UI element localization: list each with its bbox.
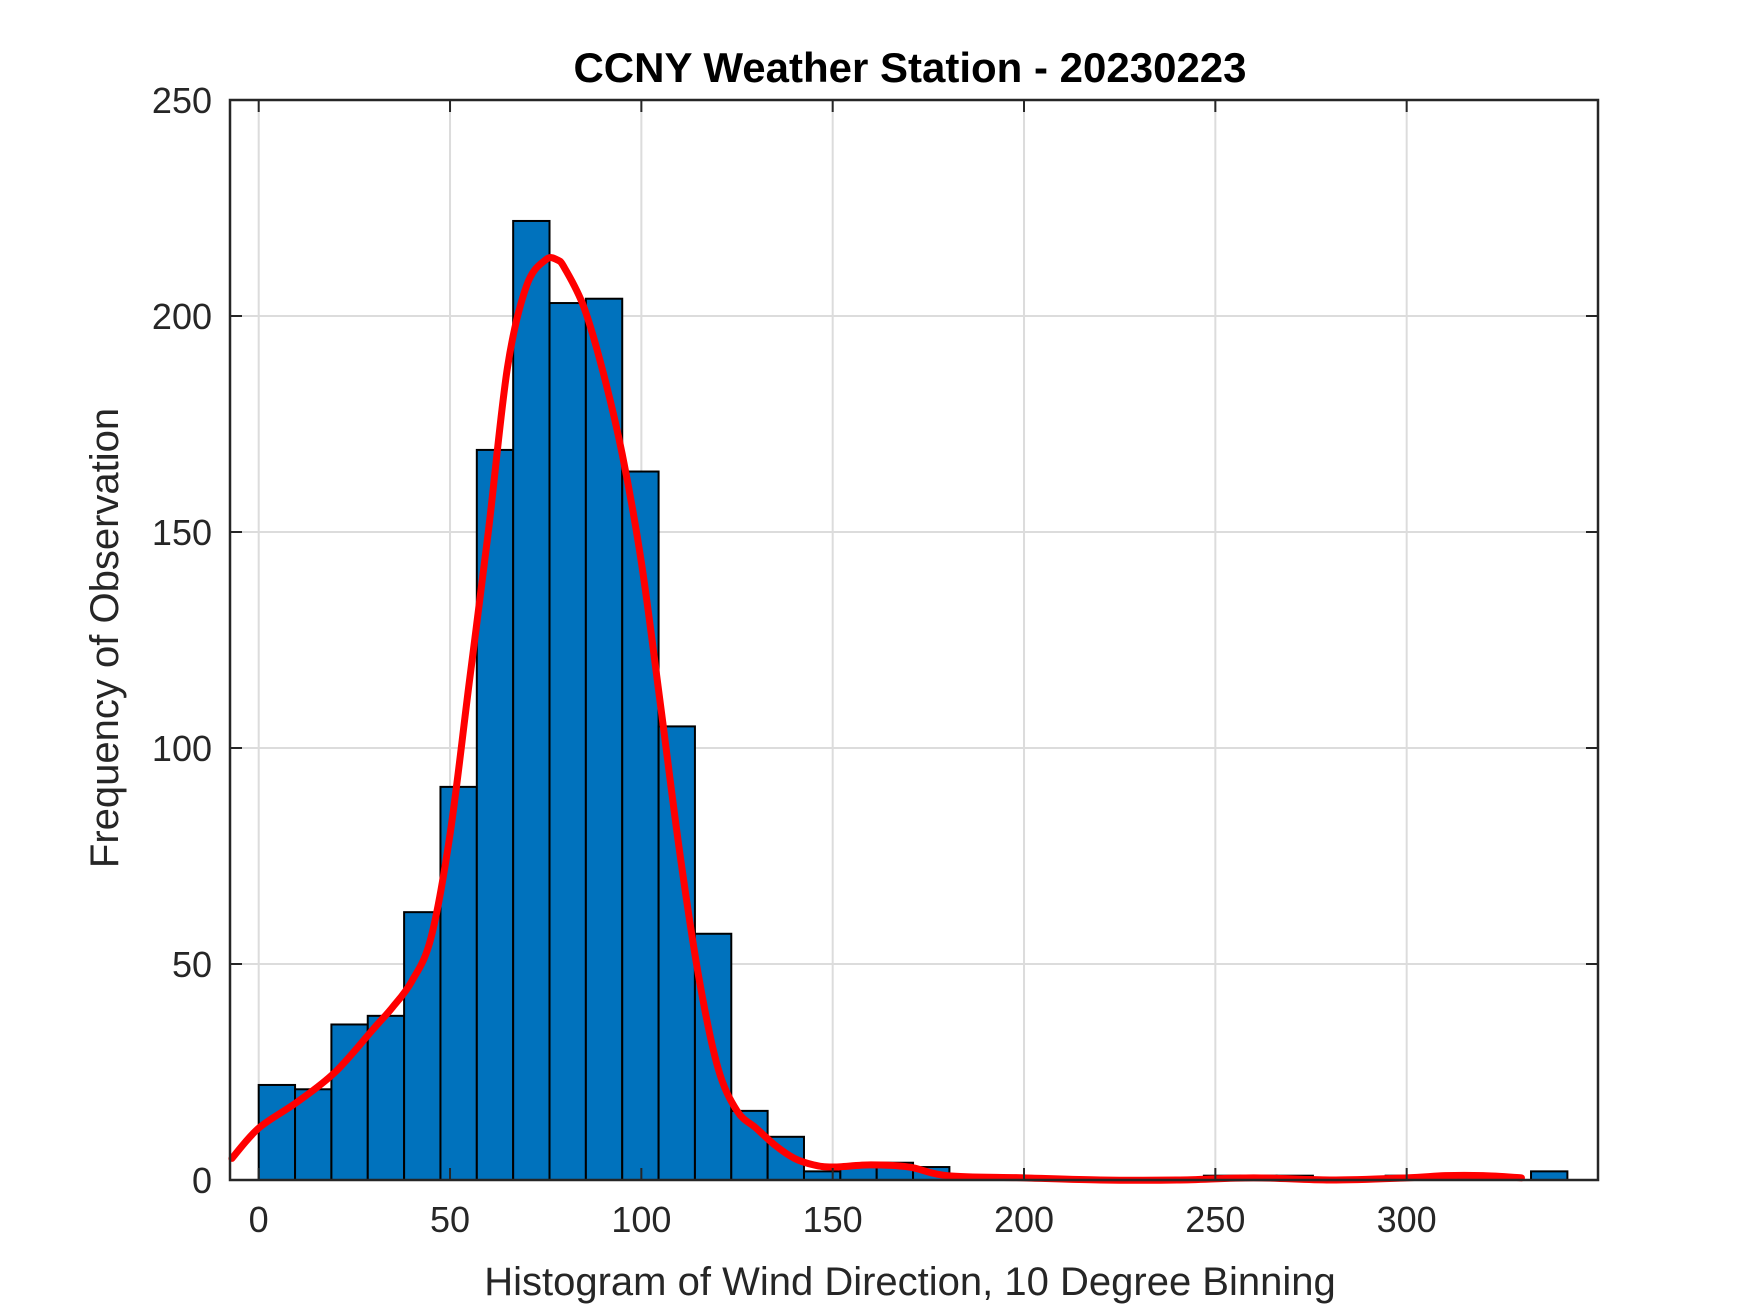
histogram-bar — [802, 1170, 842, 1181]
y-tick-label: 0 — [192, 1160, 212, 1201]
x-tick-label: 100 — [611, 1199, 671, 1240]
histogram-bar — [403, 911, 442, 1181]
x-tick-label: 150 — [803, 1199, 863, 1240]
axes-layer — [228, 98, 1600, 1182]
histogram-bar — [621, 470, 660, 1181]
x-tick-label: 250 — [1185, 1199, 1245, 1240]
x-tick-label: 200 — [994, 1199, 1054, 1240]
plot-box — [228, 98, 1600, 1182]
histogram-bar — [330, 1023, 369, 1181]
y-axis-title: Frequency of Observation — [83, 408, 127, 868]
histogram-bar — [548, 302, 587, 1182]
y-tick-label: 50 — [172, 944, 212, 985]
x-axis-title: Histogram of Wind Direction, 10 Degree B… — [484, 1260, 1336, 1304]
y-tick-label: 250 — [152, 80, 212, 121]
x-tick-label: 0 — [249, 1199, 269, 1240]
histogram-bar — [1530, 1170, 1569, 1181]
histogram-bar — [512, 219, 551, 1181]
x-tick-label: 50 — [430, 1199, 470, 1240]
x-tick-label: 300 — [1377, 1199, 1437, 1240]
y-tick-label: 100 — [152, 728, 212, 769]
y-tick-label: 200 — [152, 296, 212, 337]
histogram-bar — [657, 725, 696, 1182]
histogram-bar — [366, 1014, 406, 1182]
labels-layer: 0 50 100 150 200 250 300 0 50 100 150 200 250 — [152, 80, 1437, 1240]
bars-layer — [257, 219, 1569, 1182]
y-tick-label: 150 — [152, 512, 212, 553]
chart-title: CCNY Weather Station - 20230223 — [573, 44, 1246, 91]
histogram-bar — [257, 1083, 297, 1181]
